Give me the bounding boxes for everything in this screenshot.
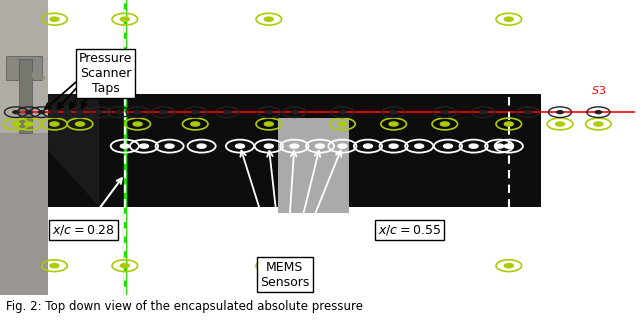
Circle shape [26, 111, 32, 114]
Circle shape [264, 122, 273, 126]
Text: $x/c = 0.55$: $x/c = 0.55$ [378, 215, 504, 237]
Circle shape [140, 144, 148, 148]
Circle shape [76, 122, 84, 126]
Bar [6, 56, 42, 80]
Circle shape [191, 122, 200, 126]
Bar [278, 118, 349, 213]
Circle shape [339, 111, 346, 114]
Circle shape [50, 122, 59, 126]
Circle shape [504, 264, 513, 268]
Circle shape [595, 111, 602, 114]
Text: MEMS
Sensors: MEMS Sensors [260, 260, 310, 289]
Circle shape [389, 122, 398, 126]
Circle shape [504, 144, 513, 148]
Text: $\mathit{S3}$: $\mathit{S3}$ [591, 85, 606, 96]
Circle shape [266, 111, 272, 114]
Text: Pressure
Scanner
Taps: Pressure Scanner Taps [79, 52, 132, 95]
Text: $x/c = 0.28$: $x/c = 0.28$ [52, 178, 122, 237]
Circle shape [415, 144, 424, 148]
Circle shape [224, 111, 230, 114]
Circle shape [495, 144, 504, 148]
Circle shape [444, 144, 452, 148]
Circle shape [96, 111, 102, 114]
Circle shape [440, 122, 449, 126]
Circle shape [115, 111, 122, 114]
Circle shape [50, 17, 59, 21]
Circle shape [160, 111, 166, 114]
Circle shape [197, 144, 206, 148]
Circle shape [120, 264, 129, 268]
Circle shape [364, 144, 372, 148]
Circle shape [480, 111, 486, 114]
Circle shape [77, 111, 83, 114]
Circle shape [120, 17, 129, 21]
Text: Fig. 2: Top down view of the encapsulated absolute pressure: Fig. 2: Top down view of the encapsulate… [6, 300, 364, 313]
Circle shape [389, 144, 398, 148]
Circle shape [264, 264, 273, 268]
Circle shape [236, 144, 244, 148]
Bar [19, 59, 32, 133]
Circle shape [594, 122, 603, 126]
Circle shape [64, 111, 70, 114]
Circle shape [556, 122, 564, 126]
Circle shape [24, 122, 33, 126]
Circle shape [316, 144, 324, 148]
Bar [0, 0, 48, 133]
Bar [0, 0, 48, 295]
Circle shape [51, 111, 58, 114]
Circle shape [338, 144, 347, 148]
Circle shape [38, 111, 45, 114]
Circle shape [557, 111, 563, 114]
Circle shape [442, 111, 448, 114]
Circle shape [525, 111, 531, 114]
Circle shape [133, 122, 142, 126]
Circle shape [165, 144, 174, 148]
Circle shape [134, 111, 141, 114]
Circle shape [290, 144, 299, 148]
Polygon shape [48, 94, 99, 207]
Circle shape [390, 111, 397, 114]
Bar [48, 94, 541, 207]
Circle shape [504, 122, 513, 126]
Circle shape [264, 17, 273, 21]
Circle shape [504, 17, 513, 21]
Circle shape [338, 122, 347, 126]
Circle shape [264, 144, 273, 148]
Circle shape [469, 144, 478, 148]
Circle shape [50, 264, 59, 268]
Circle shape [13, 111, 19, 114]
Circle shape [120, 144, 129, 148]
Circle shape [12, 122, 20, 126]
Circle shape [192, 111, 198, 114]
Circle shape [291, 111, 298, 114]
